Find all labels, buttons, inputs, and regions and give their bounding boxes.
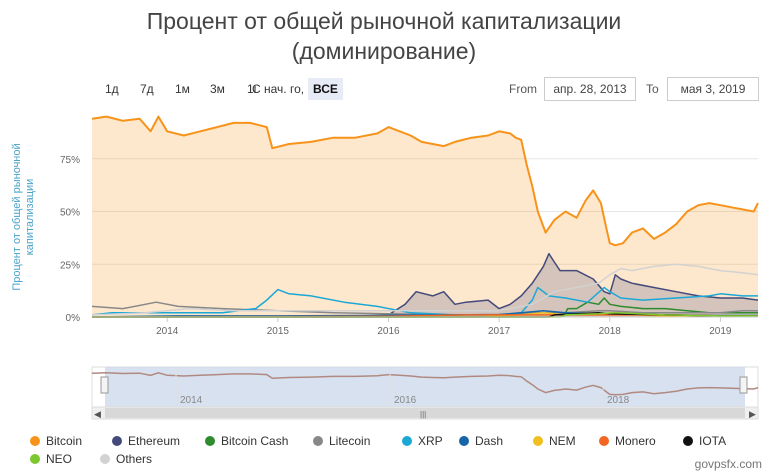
y-tick-label: 0% — [66, 313, 81, 324]
legend-item-nem[interactable]: NEM — [533, 433, 576, 449]
legend-marker-icon — [402, 435, 412, 446]
legend-item-neo[interactable]: NEO — [30, 451, 72, 467]
legend-label: Monero — [615, 434, 656, 448]
legend-item-litecoin[interactable]: Litecoin — [313, 433, 370, 449]
legend-item-iota[interactable]: IOTA — [683, 433, 726, 449]
legend-item-xrp[interactable]: XRP — [402, 433, 443, 449]
range-3m-button[interactable]: 3м — [210, 82, 225, 96]
x-tick-label: 2014 — [156, 326, 179, 335]
navigator-year-label: 2014 — [180, 395, 203, 406]
to-date-input[interactable]: мая 3, 2019 — [667, 77, 759, 101]
y-tick-label: 25% — [60, 260, 80, 271]
to-label: To — [646, 82, 659, 96]
navigator-year-label: 2018 — [607, 395, 630, 406]
scroll-left-icon[interactable]: ◀ — [94, 410, 101, 420]
range-7d-button[interactable]: 7д — [140, 82, 154, 96]
legend-marker-icon — [205, 435, 215, 446]
dominance-chart: 0% 25% 50% 75% 2014 2015 2016 2017 2018 2019 — [60, 106, 759, 335]
legend-marker-icon — [313, 435, 323, 446]
legend-item-dash[interactable]: Dash — [459, 433, 503, 449]
series-line-others — [91, 263, 759, 316]
legend-label: NEM — [549, 434, 576, 448]
chart-title-line1: Процент от общей рыночной капитализации — [146, 8, 622, 34]
legend-item-ethereum[interactable]: Ethereum — [112, 433, 180, 449]
legend-item-bitcoin[interactable]: Bitcoin — [30, 433, 82, 449]
legend-label: IOTA — [699, 434, 727, 448]
navigator-selection[interactable] — [105, 367, 745, 407]
legend-marker-icon — [112, 435, 122, 446]
legend-marker-icon — [599, 435, 609, 446]
range-1y-button[interactable]: 1г — [247, 82, 256, 96]
y-tick-label: 75% — [60, 155, 80, 166]
from-label: From — [509, 82, 537, 96]
legend-marker-icon — [683, 435, 693, 446]
chart-title: Процент от общей рыночной капитализации … — [0, 6, 768, 66]
range-all-button[interactable]: ВСЕ — [308, 78, 343, 100]
x-tick-label: 2015 — [267, 326, 290, 335]
x-tick-label: 2019 — [709, 326, 732, 335]
legend-label: Dash — [475, 434, 504, 448]
legend-marker-icon — [30, 453, 40, 464]
from-date-input[interactable]: апр. 28, 2013 — [544, 77, 636, 101]
legend-label: Others — [116, 452, 153, 466]
y-tick-label: 50% — [60, 208, 80, 219]
series-line-ethereum — [92, 252, 759, 318]
legend-item-others[interactable]: Others — [100, 451, 152, 467]
legend-label: Ethereum — [128, 434, 181, 448]
x-tick-label: 2016 — [377, 326, 400, 335]
legend-label: NEO — [46, 452, 73, 466]
series-area-ethereum — [92, 253, 758, 317]
range-ytd-button[interactable]: С нач. го, — [252, 82, 305, 96]
range-1d-button[interactable]: 1д — [105, 82, 119, 96]
chart-title-line2: (доминирование) — [291, 38, 477, 64]
x-tick-label: 2017 — [488, 326, 511, 335]
navigator-series-line — [91, 372, 759, 396]
legend-label: Litecoin — [329, 434, 371, 448]
legend-marker-icon — [30, 435, 40, 446]
navigator-scrollbar-thumb[interactable] — [105, 408, 745, 418]
legend-item-monero[interactable]: Monero — [599, 433, 656, 449]
legend-item-bitcoin-cash[interactable]: Bitcoin Cash — [205, 433, 288, 449]
legend-marker-icon — [459, 435, 469, 446]
navigator-right-handle[interactable] — [739, 376, 748, 394]
scrollbar-grip-icon: ||| — [420, 410, 426, 419]
navigator-year-label: 2016 — [394, 395, 417, 406]
series-line-bitcoin — [91, 115, 759, 247]
legend-marker-icon — [533, 435, 543, 446]
navigator-left-handle[interactable] — [100, 376, 109, 394]
legend-label: XRP — [418, 434, 443, 448]
series-area-bitcoin — [92, 116, 758, 317]
legend-label: Bitcoin — [46, 434, 83, 448]
x-tick-label: 2018 — [599, 326, 622, 335]
legend-label: Bitcoin Cash — [221, 434, 289, 448]
range-1m-button[interactable]: 1м — [175, 82, 190, 96]
navigator[interactable]: 2014 2016 2018 ||| ◀ ▶ — [0, 363, 768, 421]
legend-marker-icon — [100, 453, 110, 464]
watermark: govpsfx.com — [694, 457, 762, 471]
navigator-series — [91, 372, 759, 396]
scroll-right-icon[interactable]: ▶ — [749, 410, 756, 420]
